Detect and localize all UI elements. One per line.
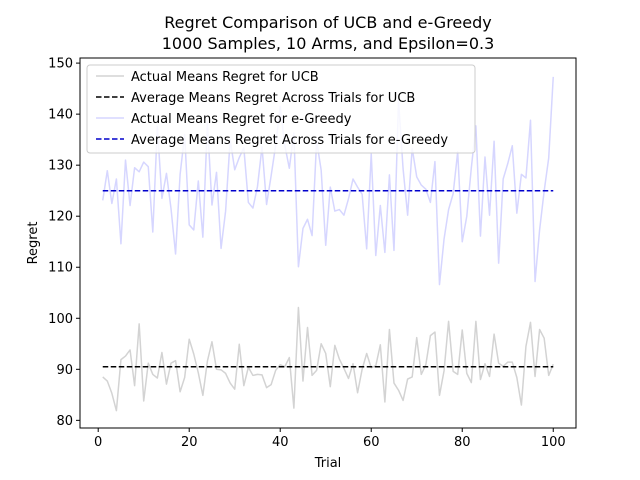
y-tick-label: 140 xyxy=(48,108,73,123)
series-line-3 xyxy=(102,76,554,286)
y-tick-label: 100 xyxy=(48,312,73,327)
legend-label-egreedy-actual: Actual Means Regret for e-Greedy xyxy=(131,112,352,127)
x-tick-label: 80 xyxy=(454,435,471,450)
y-tick-label: 110 xyxy=(48,261,73,276)
x-tick-label: 100 xyxy=(541,435,566,450)
legend: Actual Means Regret for UCB Average Mean… xyxy=(86,64,476,154)
axes-layer: 0 20 40 60 80 100 80 90 100 110 120 130 140 150 xyxy=(48,57,565,450)
x-tick-label: 0 xyxy=(94,435,102,450)
x-tick-label: 60 xyxy=(363,435,380,450)
y-axis-label: Regret xyxy=(26,222,41,265)
legend-label-ucb-actual: Actual Means Regret for UCB xyxy=(131,70,319,85)
y-tick-label: 130 xyxy=(48,159,73,174)
plot-frame xyxy=(79,57,577,429)
chart-subtitle: 1000 Samples, 10 Arms, and Epsilon=0.3 xyxy=(162,34,495,53)
series-line-1 xyxy=(102,306,554,412)
y-tick-label: 150 xyxy=(48,57,73,72)
x-tick-label: 40 xyxy=(272,435,289,450)
x-axis-label: Trial xyxy=(314,456,342,471)
legend-label-ucb-average: Average Means Regret Across Trials for U… xyxy=(131,91,415,106)
legend-label-egreedy-average: Average Means Regret Across Trials for e… xyxy=(131,133,448,148)
y-tick-label: 120 xyxy=(48,210,73,225)
series-layer xyxy=(102,76,554,412)
y-tick-label: 80 xyxy=(56,414,73,429)
y-tick-label: 90 xyxy=(56,363,73,378)
legend-box xyxy=(86,64,476,154)
x-tick-label: 20 xyxy=(181,435,198,450)
chart-title: Regret Comparison of UCB and e-Greedy xyxy=(164,13,492,32)
